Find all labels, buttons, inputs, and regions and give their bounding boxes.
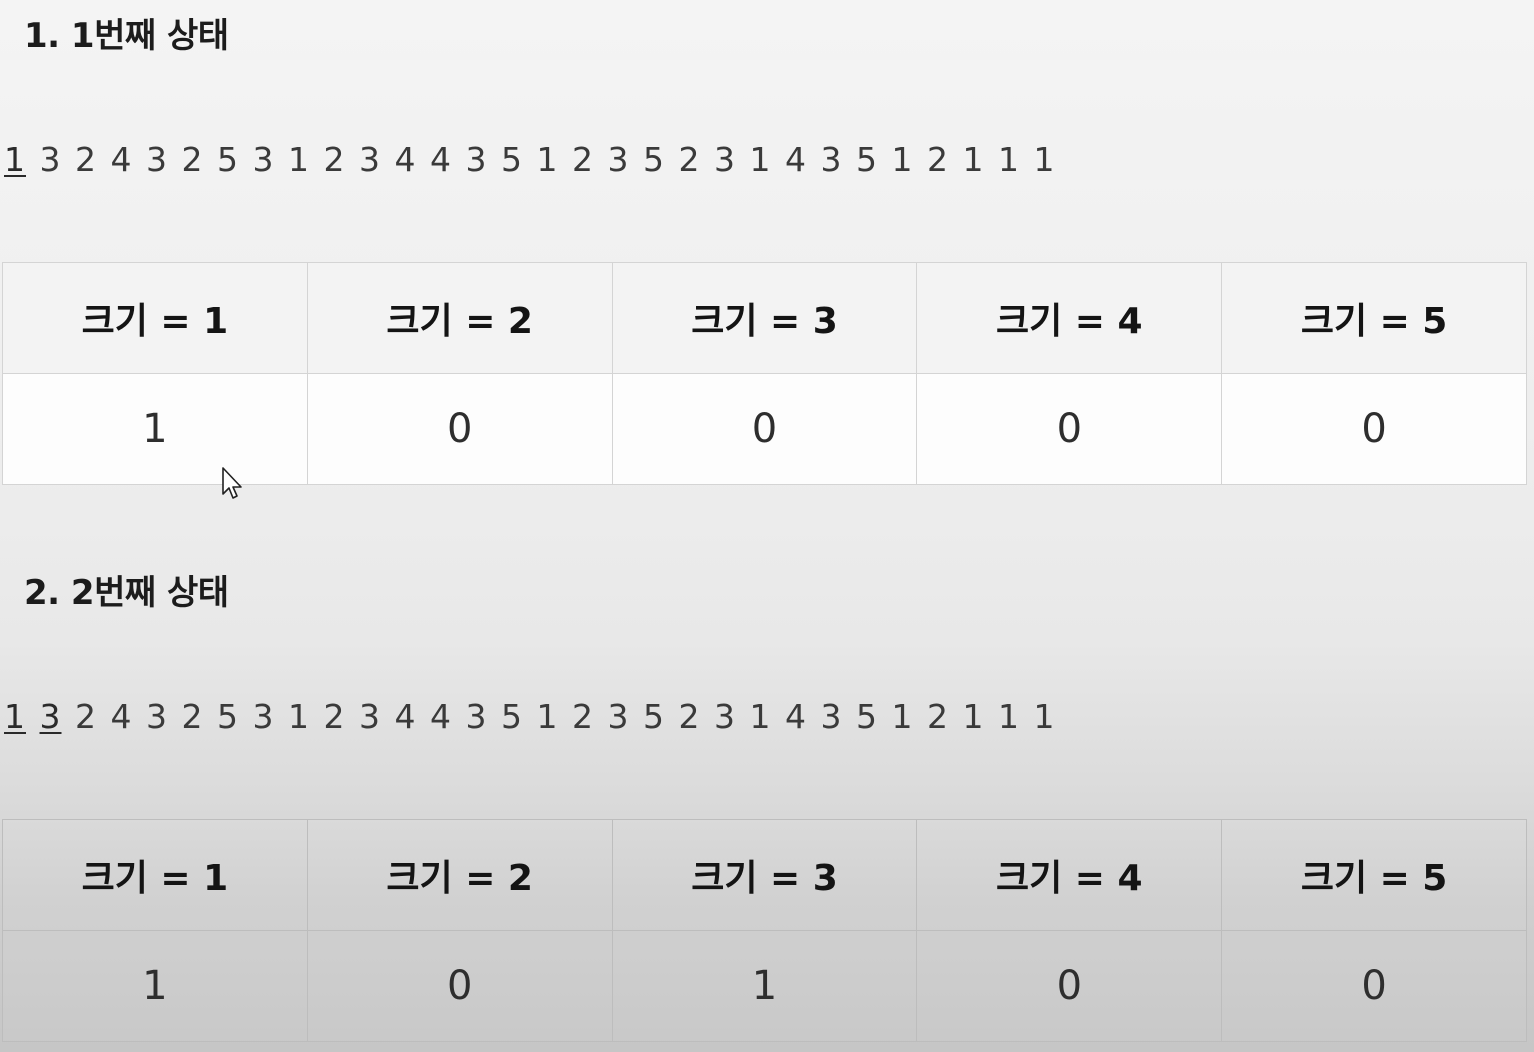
header-cell-size-3: 크기 = 3 bbox=[611, 819, 918, 931]
sequence-number: 5 bbox=[217, 140, 239, 179]
sequence-number: 2 bbox=[678, 140, 701, 179]
header-cell-size-4: 크기 = 4 bbox=[916, 819, 1223, 931]
sequence-number: 1 bbox=[962, 697, 985, 736]
section-title: 1. 1번째 상태 bbox=[24, 16, 229, 56]
sequence-number: 3 bbox=[820, 697, 843, 736]
sequence-number: 3 bbox=[359, 140, 381, 179]
sequence-number: 2 bbox=[927, 140, 949, 179]
sequence-number: 4 bbox=[430, 697, 452, 736]
header-cell-size-3: 크기 = 3 bbox=[611, 262, 918, 374]
sequence-number: 1 bbox=[998, 697, 1020, 736]
sequence-number: 3 bbox=[465, 140, 488, 179]
sequence-number: 3 bbox=[146, 697, 168, 736]
sequence-number: 4 bbox=[430, 140, 452, 179]
size-count-table: 크기 = 1 크기 = 2 크기 = 3 크기 = 4 크기 = 5 1 0 0… bbox=[2, 262, 1527, 485]
sequence-number: 2 bbox=[181, 140, 204, 179]
table-header-row: 크기 = 1 크기 = 2 크기 = 3 크기 = 4 크기 = 5 bbox=[2, 262, 1527, 374]
sequence-number: 3 bbox=[39, 140, 62, 179]
sequence-number: 2 bbox=[75, 140, 97, 179]
sequence-number: 2 bbox=[181, 697, 204, 736]
sequence-number: 4 bbox=[785, 697, 807, 736]
value-cell-size-2: 0 bbox=[306, 930, 613, 1042]
sequence-number: 2 bbox=[323, 140, 346, 179]
value-cell-size-3: 1 bbox=[611, 930, 918, 1042]
sequence-number: 5 bbox=[856, 140, 878, 179]
sequence-number: 1 bbox=[1033, 140, 1056, 179]
sequence-number: 4 bbox=[110, 140, 133, 179]
header-cell-size-5: 크기 = 5 bbox=[1221, 819, 1527, 931]
value-cell-size-4: 0 bbox=[916, 930, 1223, 1042]
sequence-number: 3 bbox=[359, 697, 381, 736]
header-cell-size-5: 크기 = 5 bbox=[1221, 262, 1527, 374]
sequence-number: 3 bbox=[39, 697, 62, 736]
header-cell-size-2: 크기 = 2 bbox=[306, 819, 613, 931]
sequence-number: 1 bbox=[4, 697, 26, 736]
sequence-number: 5 bbox=[643, 697, 665, 736]
sequence-number: 2 bbox=[75, 697, 97, 736]
value-cell-size-1: 1 bbox=[2, 373, 308, 485]
table-value-row: 1 0 0 0 0 bbox=[2, 373, 1527, 485]
sequence-number: 1 bbox=[1033, 697, 1056, 736]
header-cell-size-4: 크기 = 4 bbox=[916, 262, 1223, 374]
header-cell-size-1: 크기 = 1 bbox=[2, 262, 308, 374]
number-sequence: 1 3 2 4 3 2 5 3 1 2 3 4 4 3 5 1 2 3 5 2 … bbox=[4, 697, 1056, 736]
value-cell-size-1: 1 bbox=[2, 930, 308, 1042]
sequence-number: 2 bbox=[678, 697, 701, 736]
sequence-number: 1 bbox=[288, 140, 310, 179]
sequence-number: 4 bbox=[785, 140, 807, 179]
value-cell-size-4: 0 bbox=[916, 373, 1223, 485]
sequence-number: 1 bbox=[962, 140, 985, 179]
sequence-number: 1 bbox=[891, 140, 914, 179]
sequence-number: 3 bbox=[146, 140, 168, 179]
size-count-table: 크기 = 1 크기 = 2 크기 = 3 크기 = 4 크기 = 5 1 0 1… bbox=[2, 819, 1527, 1042]
sequence-number: 1 bbox=[4, 140, 26, 179]
sequence-number: 5 bbox=[217, 697, 239, 736]
sequence-number: 2 bbox=[572, 697, 594, 736]
sequence-number: 3 bbox=[607, 697, 630, 736]
value-cell-size-2: 0 bbox=[306, 373, 613, 485]
sequence-number: 2 bbox=[572, 140, 594, 179]
table-value-row: 1 0 1 0 0 bbox=[2, 930, 1527, 1042]
sequence-number: 1 bbox=[749, 140, 772, 179]
sequence-number: 5 bbox=[501, 140, 523, 179]
sequence-number: 5 bbox=[501, 697, 523, 736]
header-cell-size-2: 크기 = 2 bbox=[306, 262, 613, 374]
value-cell-size-5: 0 bbox=[1221, 373, 1527, 485]
number-sequence: 1 3 2 4 3 2 5 3 1 2 3 4 4 3 5 1 2 3 5 2 … bbox=[4, 140, 1056, 179]
sequence-number: 3 bbox=[252, 140, 275, 179]
sequence-number: 1 bbox=[536, 697, 559, 736]
sequence-number: 5 bbox=[643, 140, 665, 179]
sequence-number: 2 bbox=[323, 697, 346, 736]
sequence-number: 3 bbox=[714, 697, 736, 736]
sequence-number: 5 bbox=[856, 697, 878, 736]
sequence-number: 1 bbox=[288, 697, 310, 736]
value-cell-size-5: 0 bbox=[1221, 930, 1527, 1042]
table-header-row: 크기 = 1 크기 = 2 크기 = 3 크기 = 4 크기 = 5 bbox=[2, 819, 1527, 931]
sequence-number: 1 bbox=[749, 697, 772, 736]
sequence-number: 3 bbox=[465, 697, 488, 736]
mouse-cursor-icon bbox=[222, 467, 242, 499]
sequence-number: 3 bbox=[252, 697, 275, 736]
section-title: 2. 2번째 상태 bbox=[24, 573, 229, 613]
header-cell-size-1: 크기 = 1 bbox=[2, 819, 308, 931]
value-cell-size-3: 0 bbox=[611, 373, 918, 485]
sequence-number: 2 bbox=[927, 697, 949, 736]
sequence-number: 3 bbox=[607, 140, 630, 179]
sequence-number: 4 bbox=[110, 697, 133, 736]
sequence-number: 1 bbox=[891, 697, 914, 736]
sequence-number: 4 bbox=[394, 697, 417, 736]
sequence-number: 1 bbox=[998, 140, 1020, 179]
sequence-number: 1 bbox=[536, 140, 559, 179]
sequence-number: 3 bbox=[820, 140, 843, 179]
sequence-number: 4 bbox=[394, 140, 417, 179]
sequence-number: 3 bbox=[714, 140, 736, 179]
